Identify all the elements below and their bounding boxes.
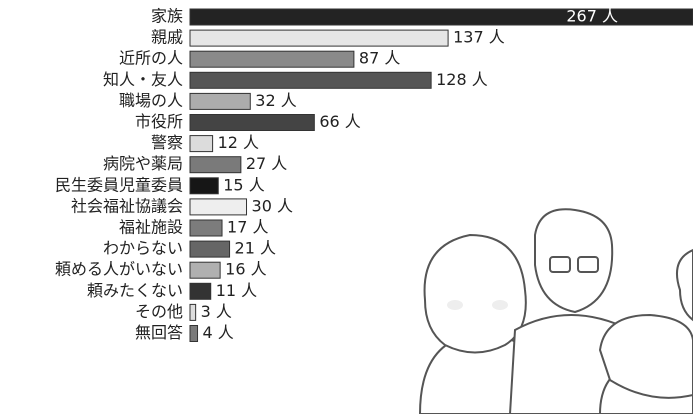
category-label: 無回答 [135,323,183,342]
bar [190,220,222,236]
value-label: 17 人 [227,218,268,237]
value-label: 27 人 [246,154,287,173]
value-label: 11 人 [216,281,257,300]
bar [190,93,250,109]
bar [190,51,354,67]
chart: 家族 267 人親戚 137 人近所の人 87 人知人・友人 128 人職場の人 32 人… [0,0,693,414]
value-label: 32 人 [255,91,296,110]
value-label: 30 人 [252,196,293,215]
category-label: 職場の人 [119,91,183,110]
value-label: 3 人 [201,302,232,321]
family-illustration [420,209,693,414]
category-label: その他 [135,302,183,321]
value-label: 267 人 [566,7,618,26]
category-label: 近所の人 [119,49,183,68]
category-label: わからない [103,239,183,258]
bar [190,262,220,278]
bar [190,115,314,131]
bar [190,136,213,152]
category-label: 市役所 [135,112,183,131]
bar [190,283,211,299]
bar [190,199,247,215]
category-label: 病院や薬局 [103,154,183,173]
category-label: 頼める人がいない [55,260,183,279]
category-label: 知人・友人 [103,70,183,89]
category-label: 親戚 [151,28,183,47]
bar [190,157,241,173]
category-label: 民生委員児童委員 [55,175,183,194]
value-label: 15 人 [223,175,264,194]
category-label: 家族 [151,7,183,26]
category-label: 頼みたくない [87,281,183,300]
bar [190,178,218,194]
category-label: 福祉施設 [119,218,183,237]
value-label: 137 人 [453,28,505,47]
value-label: 12 人 [218,133,259,152]
bar [190,326,198,342]
value-label: 128 人 [436,70,488,89]
value-label: 87 人 [359,49,400,68]
value-label: 16 人 [225,260,266,279]
value-label: 66 人 [319,112,360,131]
bar [190,30,448,46]
value-label: 4 人 [203,323,234,342]
category-label: 警察 [151,133,183,152]
bar [190,72,431,88]
value-label: 21 人 [235,239,276,258]
bar [190,304,196,320]
bar [190,241,230,257]
category-label: 社会福祉協議会 [71,196,183,215]
